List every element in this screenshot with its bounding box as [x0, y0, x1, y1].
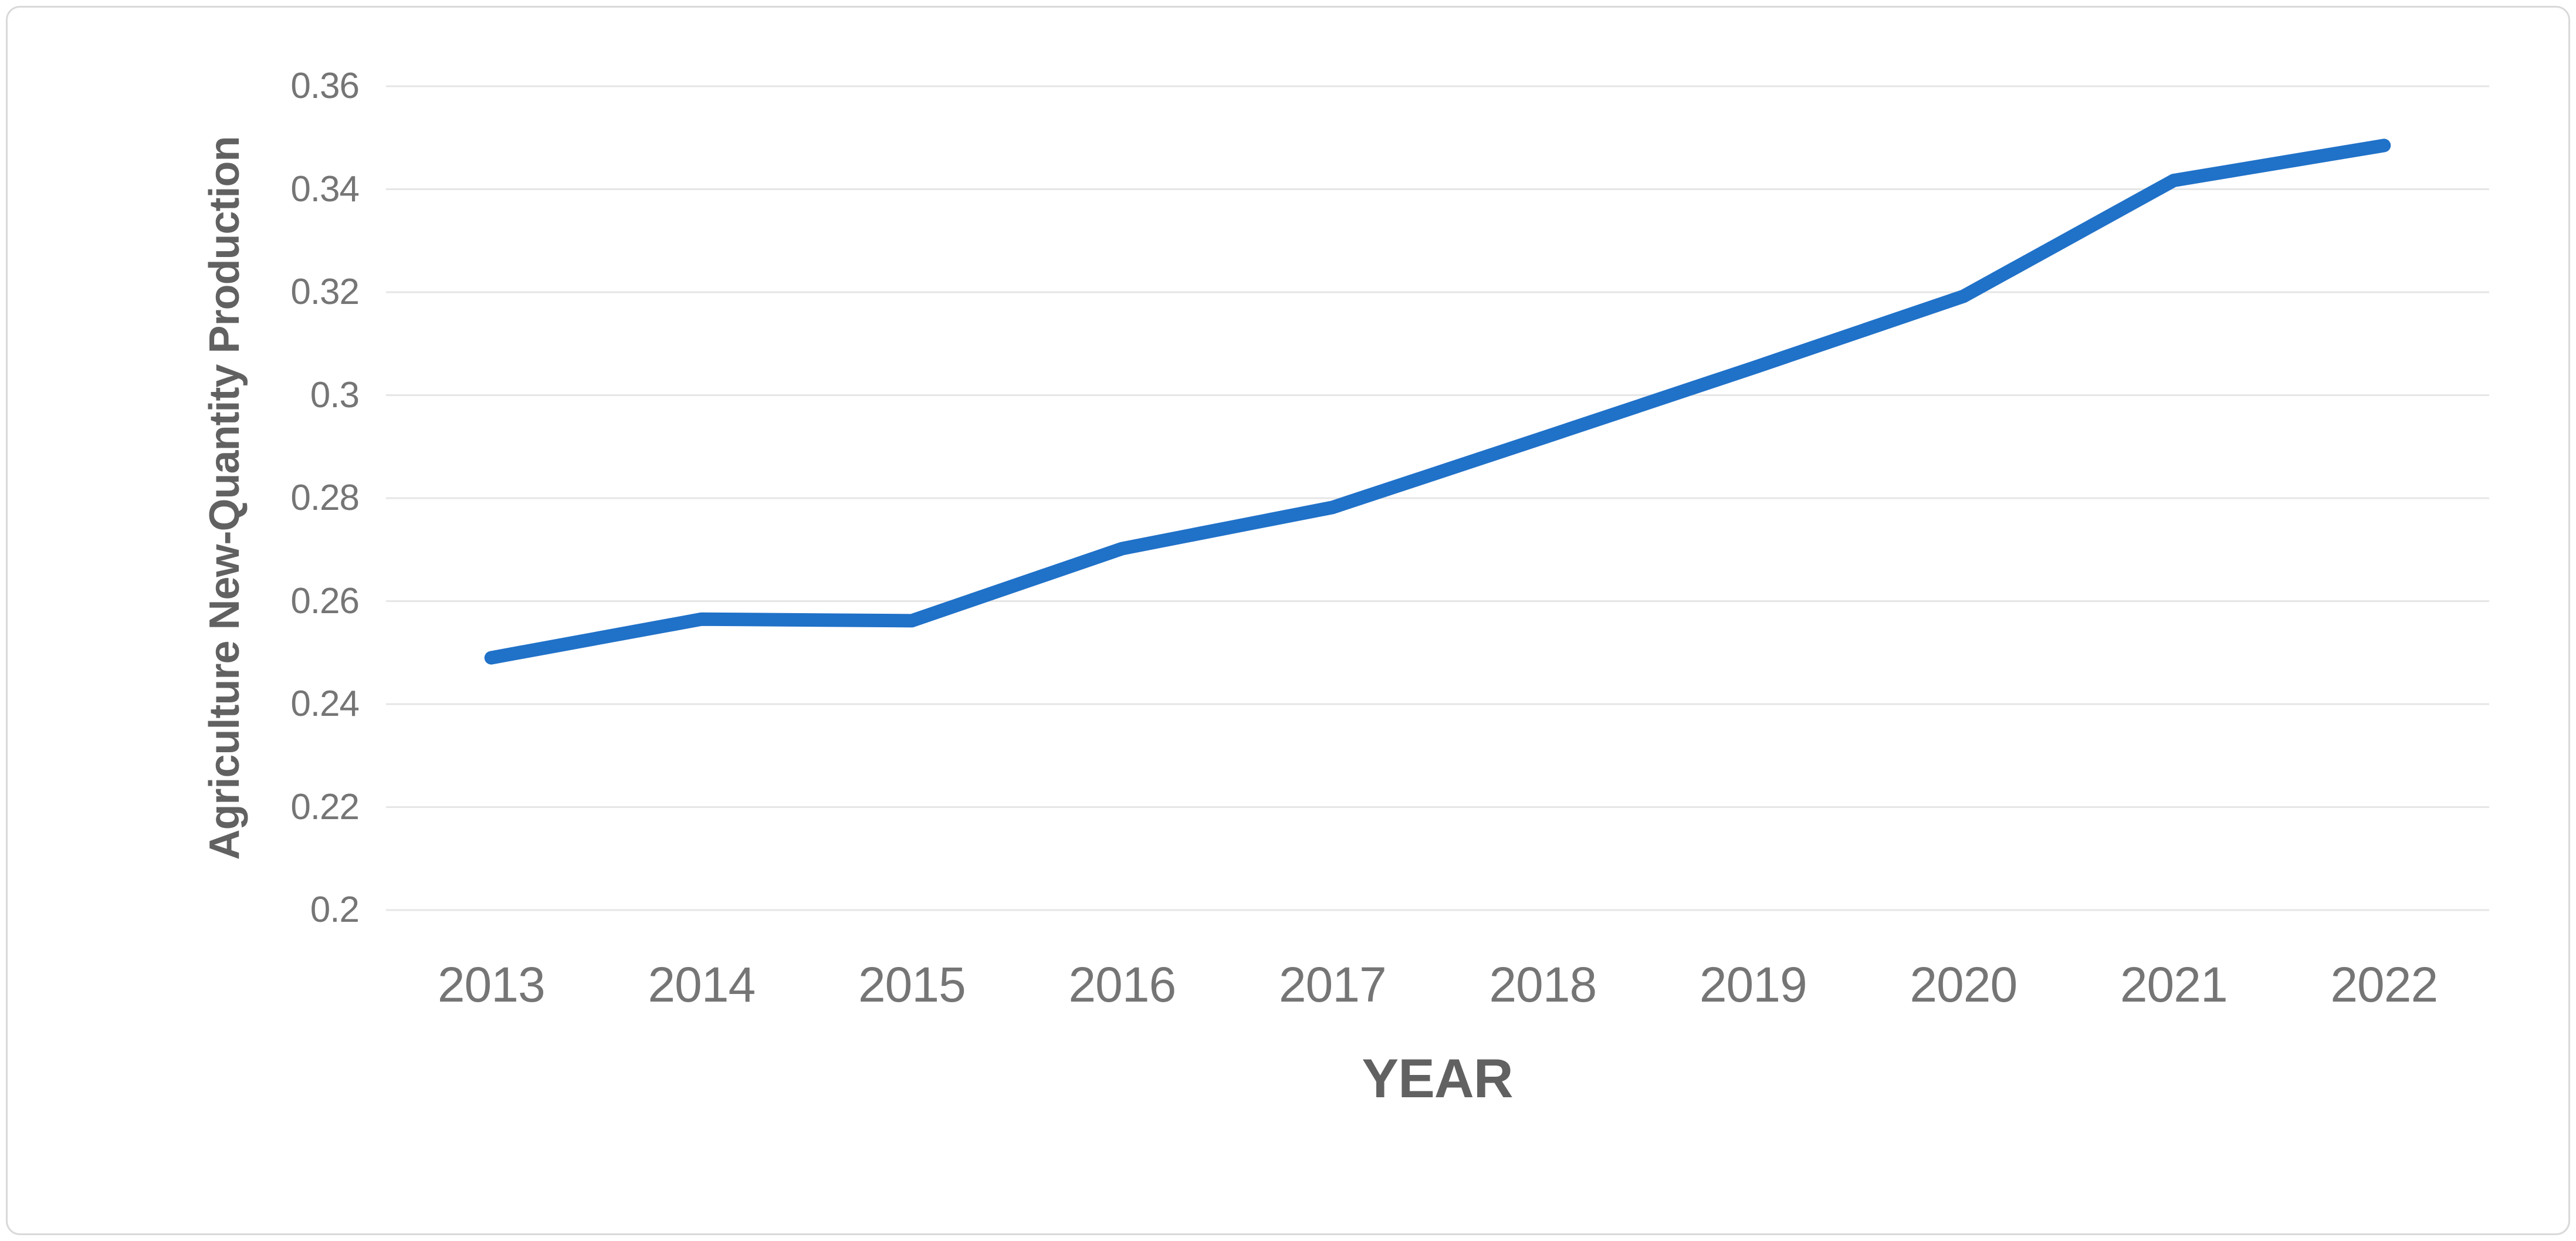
y-tick-label: 0.24 [290, 684, 360, 724]
x-tick-label: 2017 [1278, 957, 1387, 1012]
x-tick-label: 2019 [1699, 957, 1807, 1012]
x-tick-label: 2016 [1068, 957, 1176, 1012]
x-tick-label: 2018 [1489, 957, 1597, 1012]
x-tick-label: 2014 [648, 957, 756, 1012]
x-tick-label: 2013 [437, 957, 546, 1012]
y-tick-label: 0.22 [290, 786, 360, 827]
y-tick-label: 0.28 [290, 478, 360, 518]
y-tick-label: 0.2 [310, 890, 360, 930]
x-tick-label: 2021 [2120, 957, 2228, 1012]
chart-frame [6, 6, 2570, 1235]
y-tick-label: 0.3 [310, 374, 360, 415]
data-line [484, 138, 2391, 665]
x-tick-label: 2022 [2330, 957, 2438, 1012]
x-tick-label: 2015 [858, 957, 966, 1012]
y-axis-title: Agriculture New-Quantity Production [201, 136, 248, 860]
y-tick-label: 0.34 [290, 168, 360, 209]
y-tick-label: 0.36 [290, 66, 360, 106]
x-axis-title: YEAR [1362, 1047, 1513, 1109]
y-tick-label: 0.32 [290, 272, 360, 312]
y-tick-label: 0.26 [290, 580, 360, 621]
x-tick-label: 2020 [1910, 957, 2018, 1012]
